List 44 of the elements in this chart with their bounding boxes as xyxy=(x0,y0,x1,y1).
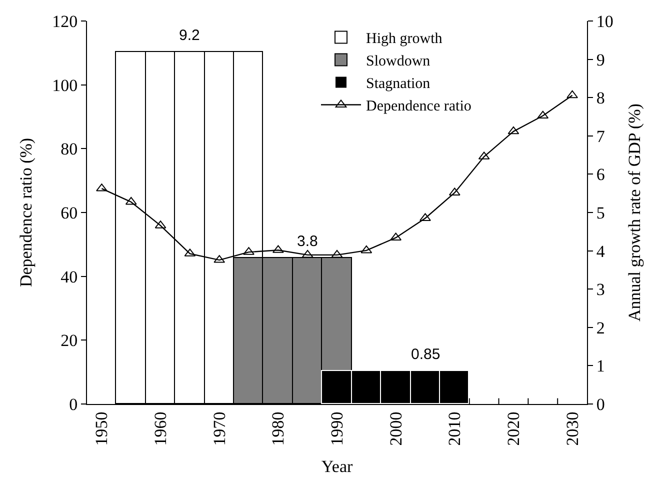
y-tick-label: 40 xyxy=(60,267,78,286)
y2-tick-label: 1 xyxy=(596,356,605,376)
data-label: 3.8 xyxy=(297,233,318,250)
y2-tick-label: 8 xyxy=(596,88,605,108)
point xyxy=(302,250,314,258)
x-tick-label: 1980 xyxy=(268,412,288,446)
point xyxy=(537,110,549,119)
y-tick-label: 100 xyxy=(52,76,78,95)
data-label: 9.2 xyxy=(179,27,200,44)
x-tick-label: 2030 xyxy=(562,412,582,446)
legend-label: Slowdown xyxy=(366,54,431,70)
y2-tick-label: 3 xyxy=(596,280,605,300)
x-tick-label: 2000 xyxy=(386,412,406,446)
x-tick-label: 1990 xyxy=(328,412,347,446)
data-label: 0.85 xyxy=(411,346,440,363)
y-tick-label: 60 xyxy=(60,203,78,222)
x-tick-label: 1960 xyxy=(151,412,170,446)
y2-tick-label: 4 xyxy=(596,242,606,261)
y2-tick-label: 10 xyxy=(596,12,614,31)
y2-tick-label: 6 xyxy=(596,165,605,184)
point xyxy=(125,196,137,205)
y-axis-title: Dependence ratio (%) xyxy=(16,138,36,288)
y2-tick-label: 7 xyxy=(596,126,606,146)
y2-tick-label: 0 xyxy=(596,394,605,414)
y-tick-label: 20 xyxy=(60,331,78,350)
point xyxy=(331,250,343,258)
legend-label: Dependence ratio xyxy=(366,98,472,115)
x-tick-label: 2020 xyxy=(504,412,523,446)
x-tick-label: 1970 xyxy=(210,412,229,446)
y-tick-label: 80 xyxy=(60,140,78,159)
point xyxy=(508,126,520,134)
legend-label: High growth xyxy=(366,31,443,48)
point xyxy=(566,90,578,98)
y2-tick-label: 5 xyxy=(596,203,605,222)
y2-tick-label: 9 xyxy=(596,50,605,70)
x-tick-label: 1950 xyxy=(92,412,112,446)
y2-tick-label: 2 xyxy=(596,318,605,338)
y-tick-label: 120 xyxy=(52,12,78,31)
x-axis-title: Year xyxy=(321,457,353,476)
y2-axis-title: Annual growth rate of GDP (%) xyxy=(624,104,644,322)
x-tick-label: 2010 xyxy=(445,412,464,446)
point xyxy=(360,245,372,254)
y-tick-label: 0 xyxy=(69,394,78,414)
legend-label: Stagnation xyxy=(366,76,431,92)
